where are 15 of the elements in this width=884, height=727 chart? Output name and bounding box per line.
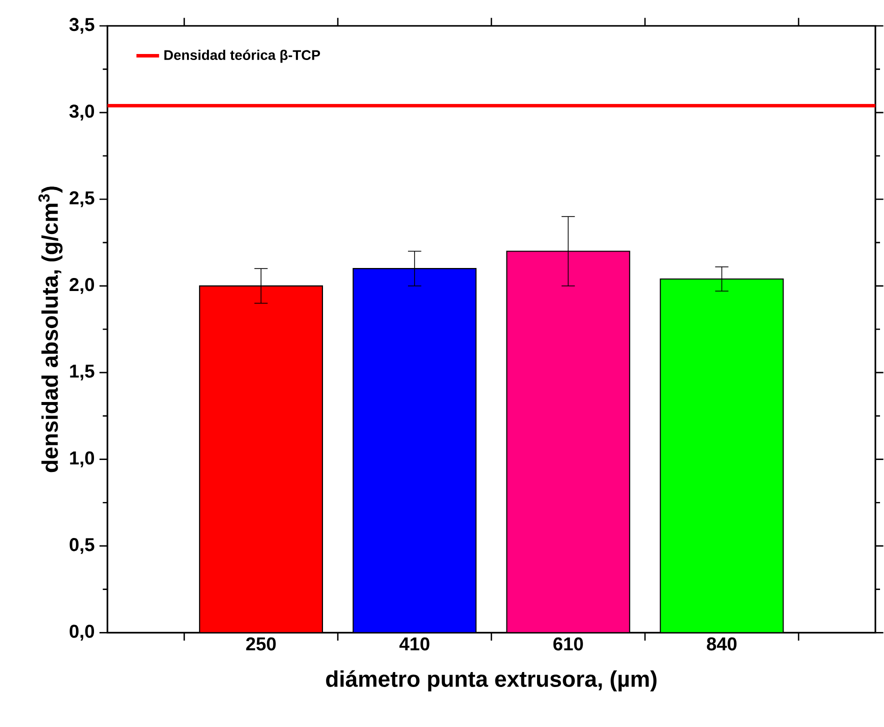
y-tick-label: 0,0 — [70, 624, 94, 640]
y-tick-label: 3,5 — [69, 18, 94, 34]
x-tick-label: 410 — [399, 637, 430, 650]
y-tick-label: 2,5 — [70, 191, 94, 208]
y-tick-label: 0,5 — [70, 538, 94, 554]
legend-label: Densidad teórica β-TCP — [164, 50, 320, 63]
x-tick-label: 250 — [246, 637, 276, 650]
y-tick-label: 2,0 — [70, 278, 94, 294]
y-tick-label: 3,0 — [69, 104, 94, 120]
y-axis-title: densidad absoluta, (g/cm$^{3}$) — [38, 186, 63, 472]
x-tick-label: 610 — [553, 637, 583, 650]
y-tick-label: 1,0 — [70, 451, 94, 468]
x-tick-label: 840 — [706, 637, 737, 650]
y-tick-label: 1,5 — [70, 364, 94, 380]
x-axis-title: diámetro punta extrusora, (µm) — [326, 670, 656, 692]
